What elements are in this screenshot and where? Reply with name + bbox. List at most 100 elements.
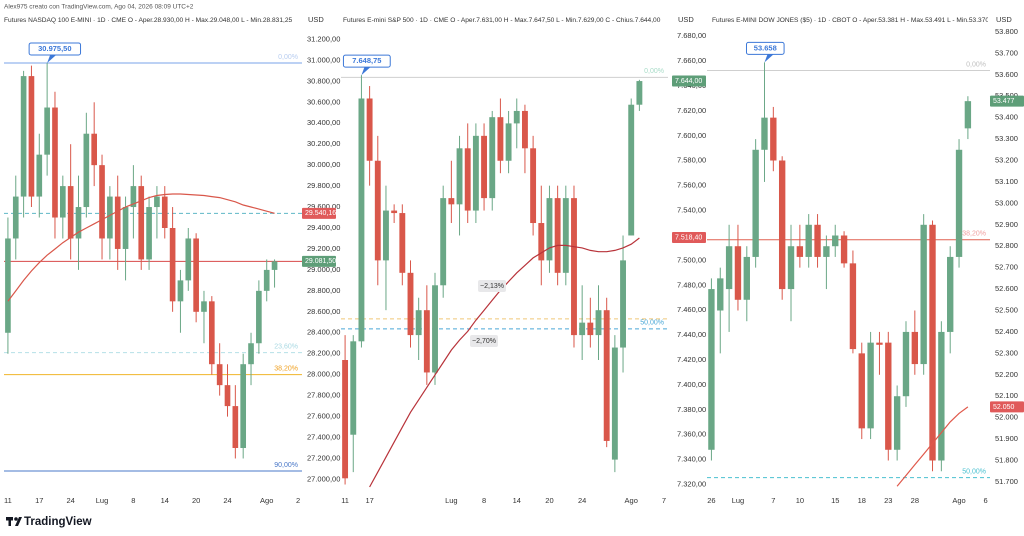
candle-body [513, 110, 520, 124]
y-tick-label: 53.200 [995, 155, 1018, 164]
axis-unit: USD [996, 15, 1012, 24]
y-tick-label: 30.800,00 [307, 76, 340, 85]
logo-mark [15, 517, 22, 526]
candle-body [929, 224, 936, 461]
callout-label: 7.648,75 [352, 56, 381, 65]
y-tick-label: 53.300 [995, 134, 1018, 143]
x-tick-label: 18 [858, 496, 866, 505]
x-tick-label: 17 [35, 496, 43, 505]
candle-body [743, 256, 750, 300]
callout-label: 53.658 [754, 43, 777, 52]
y-tick-label: 52.800 [995, 241, 1018, 250]
y-tick-label: 31.000,00 [307, 55, 340, 64]
plot [707, 62, 990, 487]
candle-body [823, 246, 830, 257]
price-badge-label: 29.540,16 [305, 210, 336, 217]
candle-body [955, 149, 963, 257]
candle-body [263, 269, 270, 291]
candle-body [595, 310, 602, 336]
candle-body [138, 186, 145, 260]
candle-body [947, 256, 954, 332]
x-tick-label: 10 [796, 496, 804, 505]
candle-body [587, 322, 594, 336]
callout-box [342, 54, 391, 68]
y-tick-label: 7.540,00 [677, 206, 706, 215]
candle-body [708, 289, 715, 450]
candle-body [224, 385, 231, 407]
annotation: −2,13% [480, 283, 504, 290]
y-tick-label: 51.900 [995, 434, 1018, 443]
candle-body [472, 135, 479, 211]
y-tick-label: 52.400 [995, 327, 1018, 336]
moving-average [896, 406, 969, 487]
y-tick-label: 52.700 [995, 263, 1018, 272]
y-tick-label: 30.600,00 [307, 97, 340, 106]
y-tick-label: 51.700 [995, 477, 1018, 486]
y-tick-label: 53.700 [995, 48, 1018, 57]
candle-body [562, 198, 569, 273]
y-tick-label: 29.200,00 [307, 244, 340, 253]
candle-body [432, 285, 438, 373]
y-tick-label: 53.400 [995, 113, 1018, 122]
candle-body [497, 117, 504, 161]
logo-mark [8, 517, 11, 526]
y-tick-label: 7.440,00 [677, 330, 706, 339]
chart-title: Futures E-mini S&P 500 · 1D · CME O - Ap… [343, 17, 661, 24]
y-tick-label: 52.000 [995, 413, 1018, 422]
candle-body [902, 331, 910, 397]
candle-body [867, 342, 874, 429]
candle-body [83, 133, 90, 208]
level-label: 38,20% [962, 231, 986, 238]
y-tick-label: 7.340,00 [677, 455, 706, 464]
logo [6, 517, 22, 526]
candle-body [107, 196, 113, 239]
y-tick-label: 7.400,00 [677, 380, 706, 389]
x-tick-label: Lug [732, 496, 745, 505]
y-tick-label: 29.400,00 [307, 223, 340, 232]
candle-body [858, 353, 865, 429]
candle-body [440, 198, 447, 286]
candle-body [448, 198, 455, 205]
callout-pointer [361, 67, 371, 76]
candle-body [538, 223, 545, 261]
candle-body [876, 342, 883, 345]
y-tick-label: 29.800,00 [307, 181, 340, 190]
level-label: 90,00% [274, 462, 298, 469]
plot [341, 75, 668, 488]
candle-body [796, 246, 804, 257]
y-tick-label: 7.680,00 [677, 31, 706, 40]
y-tick-label: 53.100 [995, 177, 1018, 186]
callout-label: 30.975,50 [38, 44, 71, 53]
x-tick-label: Ago [952, 496, 965, 505]
candle-body [391, 210, 398, 214]
y-tick-label: 7.320,00 [677, 480, 706, 489]
y-tick-label: 7.580,00 [677, 156, 706, 165]
y-tick-label: 7.560,00 [677, 181, 706, 190]
candle-body [778, 160, 786, 290]
price-badge [990, 401, 1024, 413]
candle-body [554, 198, 561, 273]
level-label: 0,00% [644, 68, 664, 75]
candle-body [75, 207, 82, 239]
candle-body [240, 364, 247, 448]
x-tick-label: 26 [707, 496, 715, 505]
candle-body [146, 207, 152, 260]
price-badge [302, 255, 336, 267]
x-tick-label: 28 [911, 496, 919, 505]
candle-body [20, 76, 27, 197]
y-tick-label: 29.600,00 [307, 202, 340, 211]
callout-box [28, 42, 82, 56]
x-tick-label: 24 [66, 496, 74, 505]
candle-body [99, 165, 105, 239]
candle-body [407, 272, 414, 336]
chart-title: Futures E-MINI DOW JONES ($5) · 1D · CBO… [712, 17, 989, 24]
y-tick-label: 7.420,00 [677, 355, 706, 364]
candle-body [521, 110, 528, 149]
x-tick-label: 11 [341, 496, 349, 505]
price-badge [302, 207, 336, 219]
x-tick-label: 11 [4, 496, 12, 505]
price-badge-label: 7.518,40 [675, 234, 702, 241]
callout-box [745, 41, 785, 55]
x-tick-label: 23 [884, 496, 892, 505]
